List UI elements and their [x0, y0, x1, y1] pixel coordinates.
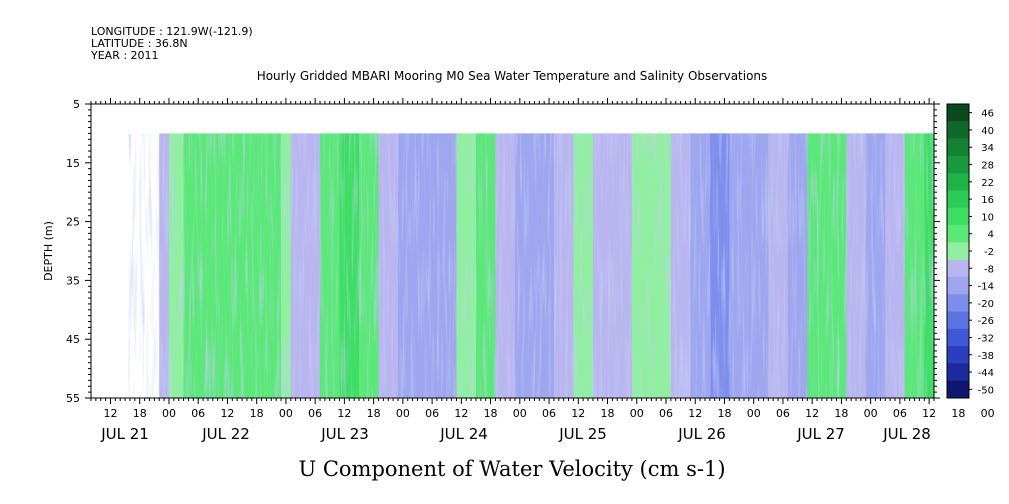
colorbar-swatch [947, 138, 969, 157]
x-hour-tick-label: 18 [951, 407, 965, 420]
x-hour-tick-label: 12 [571, 407, 585, 420]
heatmap-texture [128, 134, 934, 398]
heatmap-column [1002, 133, 1009, 398]
colorbar-label: -32 [978, 333, 994, 344]
colorbar-swatch [947, 311, 969, 330]
x-day-label: JUL 22 [201, 425, 250, 443]
x-day-label: JUL 27 [796, 425, 845, 443]
x-hour-tick-label: 06 [893, 407, 907, 420]
colorbar: 46 40 34 28 22 16 10 4 -2 -8 -14 -20 -26 -32 -38 -44 -50 [946, 103, 994, 399]
colorbar-label: -26 [978, 316, 994, 327]
y-tick-label: 5 [73, 98, 80, 111]
colorbar-label: -8 [984, 264, 994, 275]
colorbar-label: -2 [984, 247, 994, 258]
x-day-labels: JUL 21 JUL 22 JUL 23 JUL 24 JUL 25 JUL 26 JUL … [100, 425, 931, 443]
x-hour-labels: 12 18 00 06 12 18 00 06 12 18 00 06 12 18 00 06 12 18 00 06… [103, 407, 995, 420]
x-hour-tick-label: 18 [717, 407, 731, 420]
chart-title: Hourly Gridded MBARI Mooring M0 Sea Wate… [257, 69, 768, 83]
x-hour-tick-label: 00 [396, 407, 410, 420]
x-hour-tick-label: 12 [688, 407, 702, 420]
x-hour-tick-label: 00 [162, 407, 176, 420]
header-info: LONGITUDE : 121.9W(-121.9) LATITUDE : 36… [90, 25, 253, 62]
x-hour-tick-label: 12 [103, 407, 117, 420]
x-hour-tick-label: 06 [191, 407, 205, 420]
x-hour-tick-label: 12 [922, 407, 936, 420]
colorbar-label: -38 [978, 351, 994, 362]
colorbar-label: -20 [978, 299, 994, 310]
colorbar-label: 34 [981, 143, 994, 154]
colorbar-swatch [947, 294, 969, 312]
latitude-label: LATITUDE : 36.8N [91, 37, 188, 50]
x-hour-tick-label: 00 [747, 407, 761, 420]
x-day-label: JUL 21 [100, 425, 149, 443]
colorbar-swatch [947, 380, 969, 399]
colorbar-label: -50 [978, 385, 994, 396]
x-hour-tick-label: 18 [133, 407, 147, 420]
colorbar-swatch [947, 121, 969, 139]
colorbar-label: 16 [981, 195, 994, 206]
y-tick-label: 15 [66, 157, 80, 170]
x-axis-title: U Component of Water Velocity (cm s-1) [298, 457, 725, 481]
x-hour-tick-label: 18 [367, 407, 381, 420]
x-hour-tick-label: 18 [601, 407, 615, 420]
y-axis-title: DEPTH (m) [42, 221, 55, 281]
x-hour-tick-label: 12 [454, 407, 468, 420]
x-hour-tick-label: 12 [220, 407, 234, 420]
colorbar-label: 22 [981, 178, 994, 189]
colorbar-swatch [947, 225, 969, 243]
x-day-label: JUL 26 [677, 425, 726, 443]
colorbar-swatch [947, 363, 969, 382]
colorbar-swatch [947, 173, 969, 191]
x-hour-tick-label: 06 [425, 407, 439, 420]
x-hour-tick-label: 18 [834, 407, 848, 420]
colorbar-swatch [947, 276, 969, 295]
y-tick-label: 45 [66, 333, 80, 346]
colorbar-swatch [947, 328, 969, 347]
colorbar-swatch [947, 259, 969, 278]
x-hour-tick-label: 00 [513, 407, 527, 420]
colorbar-swatch [947, 346, 969, 364]
x-day-label: JUL 28 [882, 425, 931, 443]
x-hour-tick-label: 12 [805, 407, 819, 420]
x-day-label: JUL 23 [320, 425, 369, 443]
top-tick-marks [90, 98, 935, 104]
x-hour-tick-label: 06 [659, 407, 673, 420]
colorbar-label: 4 [988, 230, 994, 241]
colorbar-swatch [947, 155, 969, 174]
x-hour-tick-label: 00 [279, 407, 293, 420]
colorbar-swatch [947, 207, 969, 226]
colorbar-swatch [947, 242, 969, 261]
colorbar-swatch [947, 104, 969, 122]
x-hour-tick-label: 18 [484, 407, 498, 420]
x-hour-tick-label: 06 [542, 407, 556, 420]
bottom-tick-marks [90, 398, 935, 404]
colorbar-label: 28 [981, 161, 994, 172]
year-label: YEAR : 2011 [90, 49, 159, 62]
y-tick-label: 55 [66, 392, 80, 405]
colorbar-label: -14 [978, 282, 994, 293]
x-hour-tick-label: 00 [981, 407, 995, 420]
colorbar-label: 40 [981, 126, 994, 137]
x-day-label: JUL 24 [439, 425, 488, 443]
x-hour-tick-label: 00 [630, 407, 644, 420]
colorbar-label: 10 [981, 212, 994, 223]
colorbar-label: 46 [981, 109, 994, 120]
x-day-label: JUL 25 [558, 425, 607, 443]
x-hour-tick-label: 12 [337, 407, 351, 420]
y-axis: 5 15 25 35 45 55 [66, 98, 940, 405]
y-tick-label: 35 [66, 274, 80, 287]
x-hour-tick-label: 06 [308, 407, 322, 420]
colorbar-swatch [947, 190, 969, 209]
x-hour-tick-label: 00 [864, 407, 878, 420]
x-hour-tick-label: 18 [250, 407, 264, 420]
x-hour-tick-label: 06 [776, 407, 790, 420]
longitude-label: LONGITUDE : 121.9W(-121.9) [91, 25, 253, 38]
y-tick-label: 25 [66, 216, 80, 229]
colorbar-label: -44 [978, 368, 994, 379]
